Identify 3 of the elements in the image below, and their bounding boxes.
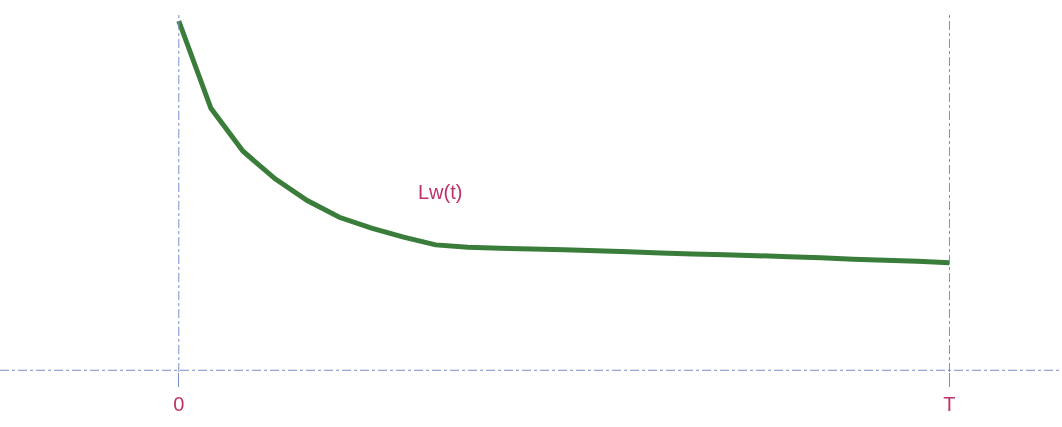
x-tick-label: 0 [173,393,185,415]
x-tick-label: T [943,393,956,415]
series-label: Lw(t) [418,181,463,203]
